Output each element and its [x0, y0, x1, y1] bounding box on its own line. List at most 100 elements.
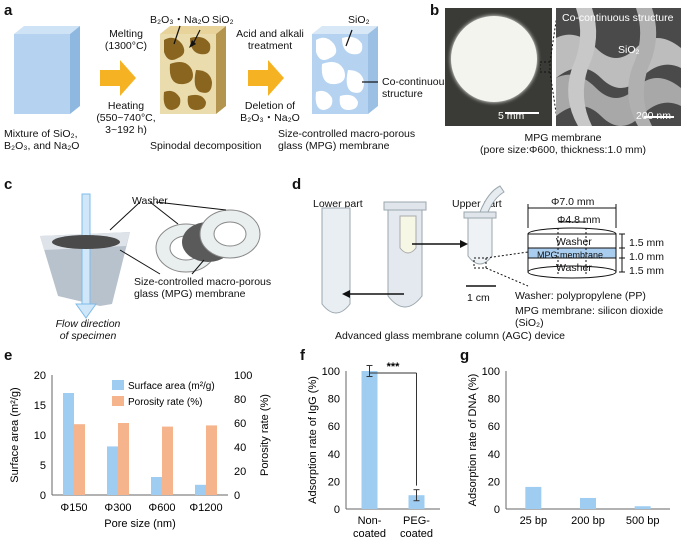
panel-label-b: b: [430, 2, 440, 19]
y-tick-label: 0: [334, 504, 340, 516]
x-tick-label: PEG-coated: [400, 515, 433, 538]
thickness-bottom: 1.5 mm: [629, 265, 665, 277]
bar-igg: [361, 371, 378, 509]
lower-tube: [321, 207, 351, 314]
y-right-tick-label: 20: [234, 466, 246, 478]
acid-label: Acid and alkali treatment: [226, 28, 314, 52]
y-tick-label: 10: [34, 430, 46, 442]
scale-200nm: 200 nm: [636, 110, 672, 122]
washer-material-note: Washer: polypropylene (PP): [515, 290, 646, 302]
y-right-tick-label: 100: [234, 370, 252, 382]
b2o3-formula: B₂O₃・Na₂O: [150, 14, 210, 26]
x-tick-label: Φ150: [60, 502, 87, 514]
x-axis-label: Pore size (nm): [104, 518, 176, 530]
lower-part-label: Lower part: [313, 198, 363, 210]
membrane-stack: [527, 204, 625, 279]
spinodal-caption: Spinodal decomposition: [150, 140, 262, 152]
legend-label-porosity: Porosity rate (%): [128, 397, 202, 408]
legend-swatch-porosity: [112, 396, 124, 406]
sio2-formula-a2: SiO₂: [348, 14, 370, 26]
legend-label-surface: Surface area (m²/g): [128, 381, 215, 392]
bar-porosity: [162, 426, 173, 495]
panel-c-illustration: [40, 193, 261, 319]
washer-label: Washer: [132, 195, 168, 207]
deletion-label: Deletion of B₂O₃・Na₂O: [226, 100, 314, 124]
x-tick-label: Non-coated: [353, 515, 386, 538]
stack-washer-top: Washer: [556, 236, 592, 248]
x-tick-label: Φ1200: [189, 502, 222, 514]
melting-label: Melting (1300°C): [96, 28, 156, 52]
mpg-caption-line-1: Size-controlled macro-porous: [278, 128, 416, 140]
scale-5mm: 5 mm: [498, 110, 525, 122]
co-continuous-title: Co-continuous structure: [562, 12, 674, 24]
flow-line-1: Flow direction: [55, 318, 121, 330]
panel-label-d: d: [292, 176, 302, 193]
membrane-label: Size-controlled macro-porous glass (MPG)…: [134, 276, 271, 300]
x-tick-label: Φ300: [104, 502, 131, 514]
porous-block: [312, 26, 378, 114]
bar-igg: [408, 495, 425, 509]
y-tick-label: 100: [482, 366, 500, 378]
y-right-tick-label: 0: [234, 490, 240, 502]
agc-device-caption: Advanced glass membrane column (AGC) dev…: [335, 330, 565, 342]
panel-a-illustration: [14, 25, 378, 114]
y-tick-label: 5: [40, 460, 46, 472]
x-tick-label: Φ600: [148, 502, 175, 514]
x-tick-label: 25 bp: [520, 515, 548, 527]
mpg-caption: Size-controlled macro-porous glass (MPG)…: [278, 128, 415, 152]
y-tick-label: 20: [488, 476, 500, 488]
membrane-line-2: glass (MPG) membrane: [134, 288, 246, 300]
y-tick-label: 0: [40, 490, 46, 502]
heating-label: Heating (550~740°C, 3~192 h): [90, 100, 162, 136]
x-tick-label: 500 bp: [626, 515, 660, 527]
deletion-line-2: B₂O₃・Na₂O: [240, 112, 300, 124]
legend-swatch-surface: [112, 380, 124, 390]
panel-label-g: g: [460, 347, 470, 364]
y-tick-label: 40: [488, 449, 500, 461]
mpg-membrane-caption: MPG membrane (pore size:Φ600, thickness:…: [445, 132, 681, 156]
bar-surface-area: [151, 477, 162, 495]
arrow-2: [248, 60, 284, 96]
membrane-in-column: [52, 235, 120, 249]
heating-line-1: Heating: [107, 100, 145, 112]
stack-membrane: MPG membrane: [537, 250, 604, 260]
outer-diameter-label: Φ7.0 mm: [551, 196, 595, 208]
upper-tube: [467, 215, 493, 265]
flow-arrow: [81, 193, 91, 307]
flow-line-2: of specimen: [59, 330, 117, 342]
panel-label-f: f: [300, 347, 305, 364]
y-right-axis-label: Porosity rate (%): [259, 394, 271, 476]
x-tick-label: 200 bp: [571, 515, 605, 527]
panel-label-e: e: [4, 347, 13, 364]
deletion-line-1: Deletion of: [244, 100, 296, 112]
y-right-tick-label: 60: [234, 418, 246, 430]
melting-line-2: (1300°C): [104, 40, 148, 52]
y-tick-label: 15: [34, 400, 46, 412]
bar-surface-area: [107, 446, 118, 495]
y-right-tick-label: 40: [234, 442, 246, 454]
flow-direction-label: Flow direction of specimen: [38, 318, 138, 342]
chart-g: 0 20 40 60 80 100 25 bp 200 bp 500 bp Adsorption …: [467, 366, 670, 527]
co-continuous-line-1: Co-continuous: [382, 76, 450, 88]
chart-e: 0 5 10 15 20 0 20 40 60 80 100 Φ150 Φ300 Φ600 Φ1200 Por…: [9, 370, 271, 530]
melting-line-1: Melting: [109, 28, 143, 40]
y-axis-label: Surface area (m²/g): [9, 387, 21, 482]
panel-label-a: a: [4, 2, 13, 19]
heating-line-2: (550~740°C,: [96, 112, 156, 124]
mixture-line-2: B₂O₃, and Na₂O: [4, 140, 80, 152]
sem-image: [556, 8, 681, 126]
membrane-material-note: MPG membrane: silicon dioxide (SiO₂): [515, 305, 664, 329]
mixture-line-1: Mixture of SiO₂,: [4, 128, 78, 140]
spinodal-block: [160, 26, 226, 114]
acid-line-2: treatment: [247, 40, 293, 52]
y-tick-label: 80: [328, 394, 340, 406]
y-tick-label: 60: [328, 421, 340, 433]
bar-porosity: [118, 423, 129, 495]
mpg-caption-line-2: glass (MPG) membrane: [278, 140, 390, 152]
stack-washer-bottom: Washer: [556, 262, 592, 274]
sio2-formula-b: SiO₂: [618, 44, 640, 56]
co-continuous-line-2: structure: [382, 88, 423, 100]
bar-porosity: [206, 425, 217, 495]
panel-d-illustration: [321, 185, 625, 314]
y-right-tick-label: 80: [234, 394, 246, 406]
